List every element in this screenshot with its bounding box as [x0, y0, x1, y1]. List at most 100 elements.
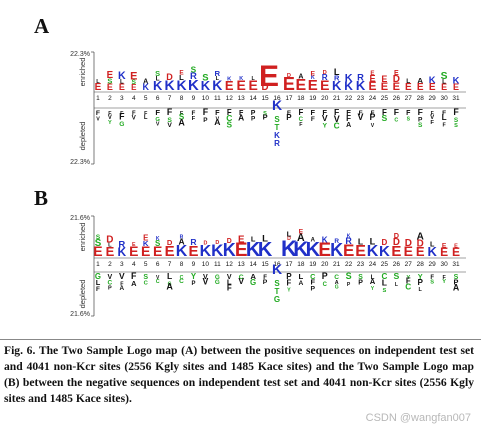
enriched-residue: K — [356, 78, 366, 93]
enriched-residue: R — [118, 239, 125, 250]
depleted-residue: F — [203, 107, 209, 117]
enriched-residue: K — [227, 77, 232, 83]
depleted-residue: F — [180, 111, 184, 117]
position-label: 30 — [440, 95, 448, 102]
depleted-residue: P — [108, 286, 112, 292]
depleted-residue: A — [335, 280, 339, 286]
enriched-residue: E — [391, 243, 401, 260]
depleted-residue: F — [227, 108, 232, 117]
depleted-residue: A — [166, 282, 173, 292]
enriched-residue: E — [153, 243, 162, 259]
depleted-residue: P — [418, 278, 424, 287]
depleted-residue: K — [274, 131, 280, 140]
enriched-label: enriched — [78, 58, 87, 87]
enriched-residue: E — [453, 82, 459, 92]
depleted-residue: P — [347, 282, 351, 288]
position-label: 14 — [250, 95, 258, 102]
position-label: 20 — [321, 261, 329, 268]
enriched-residue: R — [215, 69, 221, 78]
depleted-residue: S — [383, 288, 387, 294]
depleted-residue: L — [419, 287, 423, 293]
enriched-residue: E — [165, 243, 175, 260]
enriched-residue: K — [246, 239, 261, 261]
enriched-residue: E — [93, 243, 102, 259]
depleted-residue: P — [263, 112, 268, 121]
enriched-residue: E — [179, 69, 184, 76]
enriched-residue: S — [441, 71, 448, 82]
enriched-residue: K — [306, 239, 321, 261]
two-sample-logo-a: 22.3%22.3%enricheddepleted1ELFV2ESEFVY3E… — [70, 51, 466, 166]
enriched-residue: E — [417, 82, 424, 93]
depleted-label: depleted — [78, 280, 87, 309]
depleted-residue: S — [454, 117, 459, 124]
depleted-residue: S — [382, 113, 388, 123]
depleted-residue: Y — [108, 120, 112, 126]
depleted-residue: C — [405, 283, 411, 292]
depleted-residue: A — [346, 122, 351, 129]
depleted-residue: V — [358, 112, 364, 122]
enriched-residue: E — [235, 240, 248, 261]
position-label: 29 — [429, 95, 437, 102]
position-label: 7 — [168, 261, 172, 268]
enriched-residue: L — [287, 229, 292, 238]
depleted-residue: V — [334, 114, 340, 124]
depleted-residue: S — [274, 279, 280, 288]
enriched-residue: D — [393, 237, 400, 248]
depleted-residue: F — [227, 284, 232, 293]
depleted-residue: C — [334, 121, 340, 131]
depleted-residue: Y — [418, 272, 423, 281]
position-label: 1 — [96, 261, 100, 268]
position-label: 15 — [261, 261, 269, 268]
depleted-residue: S — [226, 120, 232, 130]
enriched-residue: K — [330, 240, 343, 260]
enriched-residue: K — [176, 77, 186, 93]
enriched-residue: E — [404, 243, 413, 259]
position-label: 10 — [202, 261, 210, 268]
depleted-residue: G — [215, 274, 220, 281]
depleted-residue: F — [263, 274, 267, 281]
enriched-residue: A — [298, 73, 303, 80]
enriched-residue: E — [95, 82, 102, 93]
depleted-residue: T — [275, 123, 280, 132]
enriched-residue: K — [427, 244, 437, 259]
depleted-residue: V — [202, 277, 208, 287]
enriched-residue: S — [107, 77, 112, 86]
depleted-residue: P — [251, 115, 256, 122]
bottom-scale-label: 21.6% — [70, 311, 90, 318]
enriched-residue: K — [118, 245, 127, 259]
depleted-residue: Y — [322, 123, 327, 130]
depleted-residue: F — [120, 111, 124, 117]
enriched-residue: E — [452, 245, 460, 259]
depleted-residue: F — [167, 107, 173, 117]
depleted-residue: S — [263, 111, 267, 117]
depleted-residue: F — [311, 116, 315, 123]
depleted-residue: F — [334, 107, 339, 117]
depleted-residue: L — [382, 277, 387, 287]
position-label: 21 — [333, 261, 341, 268]
enriched-residue: L — [406, 78, 410, 85]
depleted-residue: F — [346, 114, 351, 123]
enriched-residue: K — [258, 239, 273, 261]
enriched-residue: E — [308, 77, 318, 94]
two-sample-logo-b: 21.6%21.6%enricheddepleted1ESSGLF2ELDVCP… — [70, 215, 466, 318]
depleted-residue: L — [144, 115, 148, 121]
depleted-residue: L — [299, 272, 304, 281]
watermark: CSDN @wangfan007 — [365, 412, 471, 424]
enriched-residue: L — [358, 236, 364, 246]
position-label: 22 — [345, 261, 353, 268]
depleted-residue: R — [274, 139, 280, 148]
enriched-residue: D — [382, 238, 388, 247]
enriched-residue: E — [381, 74, 387, 84]
depleted-residue: A — [120, 285, 125, 292]
position-label: 26 — [393, 95, 401, 102]
position-label: 4 — [132, 95, 136, 102]
enriched-residue: L — [216, 76, 220, 82]
depleted-residue: A — [453, 282, 460, 292]
enriched-residue: K — [201, 78, 211, 93]
enriched-residue: S — [191, 64, 197, 74]
enriched-residue: S — [132, 79, 137, 86]
enriched-residue: A — [143, 78, 148, 86]
position-label: 16 — [273, 261, 281, 268]
enriched-residue: L — [334, 67, 340, 77]
depleted-residue: F — [287, 278, 292, 287]
